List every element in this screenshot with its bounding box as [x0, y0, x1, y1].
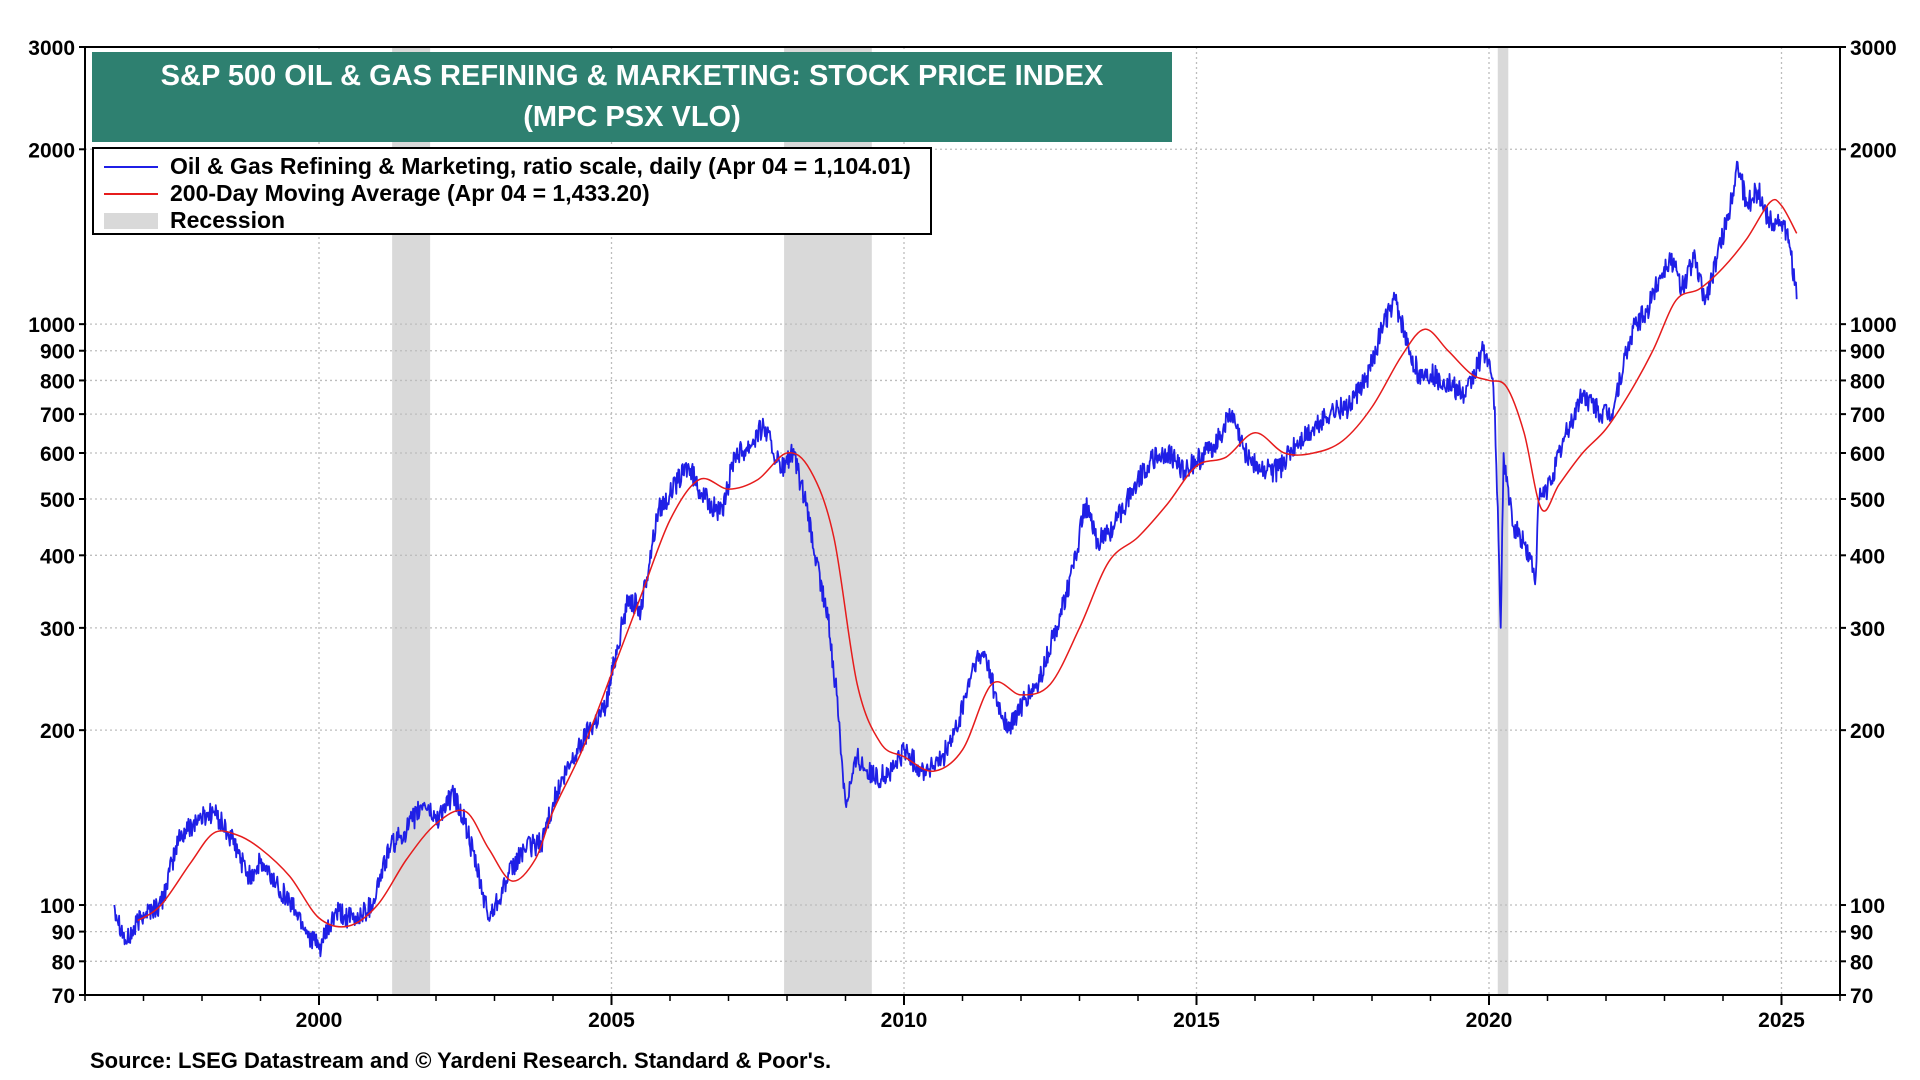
y-tick-label-right: 100: [1850, 895, 1885, 918]
y-tick-label-left: 800: [40, 370, 75, 393]
y-tick-label-right: 400: [1850, 545, 1885, 568]
y-tick-label-left: 400: [40, 545, 75, 568]
y-tick-label-left: 80: [52, 951, 75, 974]
y-tick-label-right: 800: [1850, 370, 1885, 393]
y-tick-label-left: 2000: [28, 139, 75, 162]
chart-title-line1: S&P 500 OIL & GAS REFINING & MARKETING: …: [160, 60, 1104, 92]
y-tick-label-left: 3000: [28, 37, 75, 60]
y-tick-label-right: 3000: [1850, 37, 1897, 60]
x-tick-label: 2000: [296, 1009, 343, 1032]
legend-swatch-recession: [104, 212, 158, 229]
y-tick-label-left: 1000: [28, 314, 75, 337]
y-tick-label-right: 900: [1850, 341, 1885, 364]
chart-title-line2: (MPC PSX VLO): [523, 101, 741, 133]
legend-item-price: Oil & Gas Refining & Marketing, ratio sc…: [104, 153, 911, 180]
y-tick-label-left: 500: [40, 489, 75, 512]
gridlines: [85, 47, 1840, 995]
y-tick-label-right: 600: [1850, 443, 1885, 466]
series-line-moving-average: [137, 198, 1798, 928]
legend-item-recession: Recession: [104, 207, 285, 234]
y-tick-label-right: 2000: [1850, 139, 1897, 162]
ticks: 70 70 80 80 90 90 100 100 200 200 300 300 400 400 500 5…: [28, 37, 1896, 1032]
x-tick-label: 2010: [881, 1009, 928, 1032]
y-tick-label-left: 90: [52, 922, 75, 945]
y-tick-label-left: 600: [40, 443, 75, 466]
y-tick-label-left: 200: [40, 720, 75, 743]
x-tick-label: 2015: [1173, 1009, 1220, 1032]
legend-label-price: Oil & Gas Refining & Marketing, ratio sc…: [170, 153, 911, 179]
x-tick-label: 2005: [588, 1009, 635, 1032]
series-group: [113, 160, 1798, 958]
y-tick-label-left: 300: [40, 618, 75, 641]
y-tick-label-right: 80: [1850, 951, 1873, 974]
y-tick-label-right: 70: [1850, 985, 1873, 1008]
y-tick-label-right: 300: [1850, 618, 1885, 641]
y-tick-label-left: 100: [40, 895, 75, 918]
x-tick-label: 2020: [1466, 1009, 1513, 1032]
y-tick-label-right: 500: [1850, 489, 1885, 512]
legend-item-ma: 200-Day Moving Average (Apr 04 = 1,433.2…: [104, 180, 650, 207]
y-tick-label-right: 200: [1850, 720, 1885, 743]
legend-label-ma: 200-Day Moving Average (Apr 04 = 1,433.2…: [170, 180, 650, 206]
x-tick-label: 2025: [1758, 1009, 1805, 1032]
y-tick-label-right: 90: [1850, 922, 1873, 945]
legend-label-recession: Recession: [170, 207, 286, 233]
source-note: Source: LSEG Datastream and © Yardeni Re…: [90, 1048, 832, 1073]
y-tick-label-left: 900: [40, 341, 75, 364]
legend-swatch-ma: [104, 192, 158, 195]
legend: Oil & Gas Refining & Marketing, ratio sc…: [92, 147, 932, 235]
y-tick-label-right: 700: [1850, 404, 1885, 427]
y-tick-label-left: 700: [40, 404, 75, 427]
y-tick-label-right: 1000: [1850, 314, 1897, 337]
legend-swatch-price: [104, 165, 158, 168]
y-tick-label-left: 70: [52, 985, 75, 1008]
chart-title: S&P 500 OIL & GAS REFINING & MARKETING: …: [92, 52, 1172, 142]
series-line-price: [113, 160, 1798, 958]
